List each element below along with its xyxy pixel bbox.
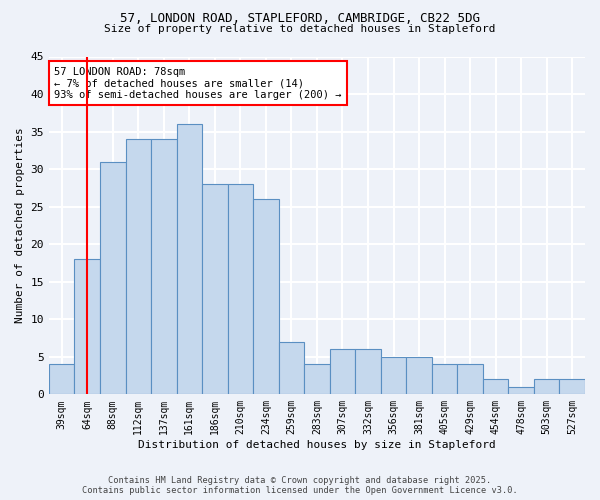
- Bar: [74, 259, 100, 394]
- Bar: [508, 387, 534, 394]
- X-axis label: Distribution of detached houses by size in Stapleford: Distribution of detached houses by size …: [138, 440, 496, 450]
- Bar: [483, 380, 508, 394]
- Bar: [406, 357, 432, 395]
- Bar: [534, 380, 559, 394]
- Bar: [432, 364, 457, 394]
- Bar: [330, 350, 355, 395]
- Bar: [559, 380, 585, 394]
- Text: 57, LONDON ROAD, STAPLEFORD, CAMBRIDGE, CB22 5DG: 57, LONDON ROAD, STAPLEFORD, CAMBRIDGE, …: [120, 12, 480, 26]
- Bar: [49, 364, 74, 394]
- Text: Contains HM Land Registry data © Crown copyright and database right 2025.
Contai: Contains HM Land Registry data © Crown c…: [82, 476, 518, 495]
- Bar: [278, 342, 304, 394]
- Bar: [100, 162, 125, 394]
- Bar: [253, 199, 278, 394]
- Bar: [125, 139, 151, 394]
- Text: Size of property relative to detached houses in Stapleford: Size of property relative to detached ho…: [104, 24, 496, 34]
- Bar: [151, 139, 176, 394]
- Bar: [355, 350, 381, 395]
- Bar: [457, 364, 483, 394]
- Bar: [202, 184, 227, 394]
- Y-axis label: Number of detached properties: Number of detached properties: [15, 128, 25, 324]
- Text: 57 LONDON ROAD: 78sqm
← 7% of detached houses are smaller (14)
93% of semi-detac: 57 LONDON ROAD: 78sqm ← 7% of detached h…: [54, 66, 342, 100]
- Bar: [227, 184, 253, 394]
- Bar: [304, 364, 330, 394]
- Bar: [176, 124, 202, 394]
- Bar: [381, 357, 406, 395]
